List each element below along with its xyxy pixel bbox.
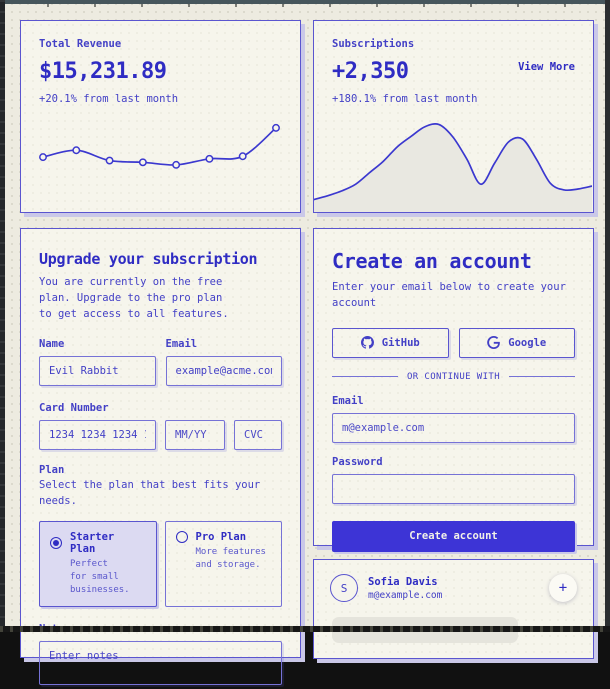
add-contact-button[interactable]: + bbox=[549, 574, 577, 602]
google-button[interactable]: Google bbox=[458, 327, 575, 358]
total-revenue-card: Total Revenue $15,231.89 +20.1% from las… bbox=[20, 20, 301, 213]
view-more-button[interactable]: View More bbox=[518, 61, 575, 73]
plan-description: Select the plan that best fits your need… bbox=[39, 479, 261, 507]
revenue-value: $15,231.89 bbox=[39, 59, 167, 84]
plan-desc: Perfect for small businesses. bbox=[70, 558, 130, 595]
card-title: Subscriptions bbox=[332, 38, 415, 50]
github-button[interactable]: GitHub bbox=[332, 327, 449, 358]
plan-name: Starter Plan bbox=[70, 530, 115, 555]
password-label: Password bbox=[332, 455, 383, 468]
subscriptions-area-chart bbox=[314, 123, 592, 212]
subscriptions-delta: +180.1% from last month bbox=[332, 93, 478, 105]
create-account-button[interactable]: Create account bbox=[332, 520, 575, 552]
cvc-input[interactable] bbox=[234, 420, 282, 451]
frame-top-ticks bbox=[0, 4, 610, 7]
upgrade-subscription-card: Upgrade your subscription You are curren… bbox=[20, 228, 301, 685]
card-number-input[interactable] bbox=[39, 420, 156, 451]
divider-line bbox=[332, 376, 398, 377]
notes-textarea[interactable] bbox=[39, 640, 282, 685]
divider-label: OR CONTINUE WITH bbox=[406, 371, 501, 382]
github-icon bbox=[360, 336, 374, 349]
plan-name: Pro Plan bbox=[195, 530, 247, 543]
contact-name: Sofia Davis bbox=[368, 575, 438, 588]
frame-left-bar bbox=[0, 0, 5, 632]
divider-line bbox=[509, 376, 576, 377]
plan-option-starter[interactable]: Starter Plan Perfect for small businesse… bbox=[39, 520, 157, 607]
email-label: Email bbox=[165, 338, 198, 351]
name-input[interactable] bbox=[39, 356, 156, 387]
upgrade-title: Upgrade your subscription bbox=[39, 250, 258, 268]
plan-label: Plan bbox=[39, 464, 65, 477]
contact-card: S Sofia Davis m@example.com + bbox=[313, 559, 594, 659]
plus-icon: + bbox=[558, 580, 568, 596]
google-icon bbox=[487, 336, 501, 349]
contact-email: m@example.com bbox=[368, 589, 443, 601]
password-input[interactable] bbox=[332, 473, 575, 504]
plan-desc: More features and storage. bbox=[195, 546, 266, 570]
google-button-label: Google bbox=[508, 336, 547, 349]
subscriptions-card: Subscriptions +2,350 View More +180.1% f… bbox=[313, 20, 594, 213]
plan-option-pro[interactable]: Pro Plan More features and storage. bbox=[164, 520, 282, 607]
subscriptions-value: +2,350 bbox=[332, 59, 409, 84]
create-account-description: Enter your email below to create your ac… bbox=[332, 281, 566, 309]
revenue-sparkline-chart bbox=[39, 123, 280, 169]
github-button-label: GitHub bbox=[381, 336, 420, 349]
billing-email-input[interactable] bbox=[165, 356, 282, 387]
frame-top-bar bbox=[0, 0, 610, 4]
or-divider: OR CONTINUE WITH bbox=[332, 371, 576, 382]
card-number-label: Card Number bbox=[39, 402, 109, 415]
create-account-card: Create an account Enter your email below… bbox=[313, 228, 594, 552]
frame-right-bar bbox=[605, 0, 610, 632]
avatar: S bbox=[330, 574, 358, 602]
radio-unselected-icon[interactable] bbox=[175, 530, 188, 543]
email-label: Email bbox=[332, 394, 364, 407]
revenue-delta: +20.1% from last month bbox=[39, 93, 179, 105]
upgrade-description: You are currently on the free plan. Upgr… bbox=[39, 276, 229, 320]
card-title: Total Revenue bbox=[39, 38, 122, 50]
frame-bottom-bar bbox=[0, 626, 610, 632]
expiry-input[interactable] bbox=[165, 420, 225, 451]
radio-selected-icon[interactable] bbox=[50, 536, 62, 549]
signup-email-input[interactable] bbox=[332, 412, 575, 443]
name-label: Name bbox=[39, 338, 65, 351]
create-account-title: Create an account bbox=[332, 249, 532, 273]
